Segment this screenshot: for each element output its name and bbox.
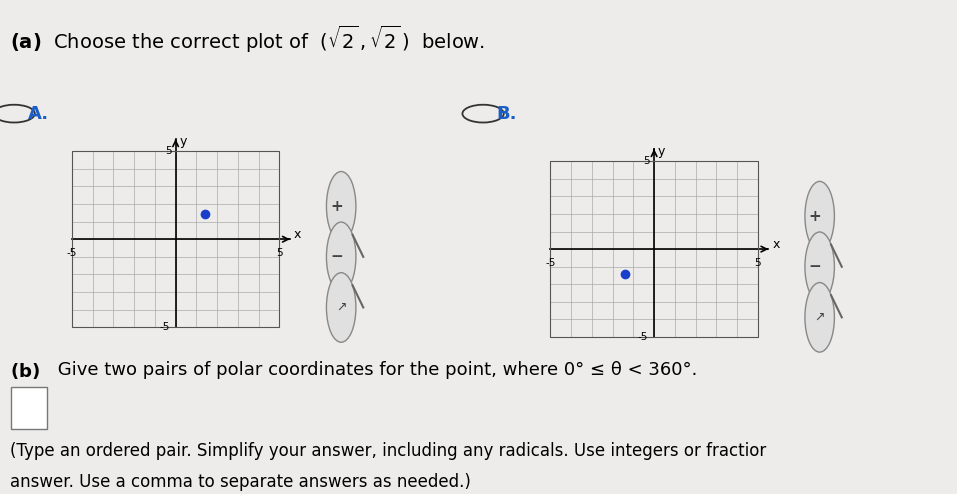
Circle shape bbox=[326, 171, 356, 241]
Text: 5: 5 bbox=[276, 248, 282, 258]
Text: x: x bbox=[294, 228, 301, 241]
Text: Give two pairs of polar coordinates for the point, where 0° ≤ θ < 360°.: Give two pairs of polar coordinates for … bbox=[52, 361, 697, 378]
Text: ↗: ↗ bbox=[814, 311, 825, 324]
Text: A.: A. bbox=[28, 105, 49, 123]
Circle shape bbox=[805, 283, 835, 352]
Text: ↗: ↗ bbox=[336, 301, 346, 314]
Text: -5: -5 bbox=[545, 258, 556, 268]
Text: 5: 5 bbox=[754, 258, 761, 268]
Circle shape bbox=[326, 222, 356, 291]
FancyBboxPatch shape bbox=[11, 387, 47, 429]
Text: 5: 5 bbox=[643, 156, 650, 166]
Text: $\mathbf{(a)}$  Choose the correct plot of  $(\sqrt{2}\,,\sqrt{2}\,)$  below.: $\mathbf{(a)}$ Choose the correct plot o… bbox=[10, 24, 484, 55]
Text: −: − bbox=[809, 259, 821, 274]
Text: y: y bbox=[179, 135, 187, 149]
Circle shape bbox=[805, 181, 835, 251]
Circle shape bbox=[326, 273, 356, 342]
Text: -5: -5 bbox=[67, 248, 78, 258]
Text: answer. Use a comma to separate answers as needed.): answer. Use a comma to separate answers … bbox=[10, 473, 471, 491]
Text: +: + bbox=[330, 199, 343, 214]
Text: (Type an ordered pair. Simplify your answer, including any radicals. Use integer: (Type an ordered pair. Simplify your ans… bbox=[10, 442, 766, 460]
Text: +: + bbox=[809, 208, 821, 224]
Text: B.: B. bbox=[497, 105, 518, 123]
Text: y: y bbox=[657, 145, 665, 159]
Text: 5: 5 bbox=[165, 146, 171, 156]
Circle shape bbox=[805, 232, 835, 301]
Text: -5: -5 bbox=[159, 322, 169, 332]
Text: -5: -5 bbox=[637, 332, 648, 342]
Text: −: − bbox=[330, 249, 343, 264]
Text: x: x bbox=[772, 238, 780, 251]
Text: $\mathbf{(b)}$: $\mathbf{(b)}$ bbox=[10, 361, 39, 380]
Bar bbox=[72, 151, 279, 327]
Bar bbox=[550, 161, 758, 337]
